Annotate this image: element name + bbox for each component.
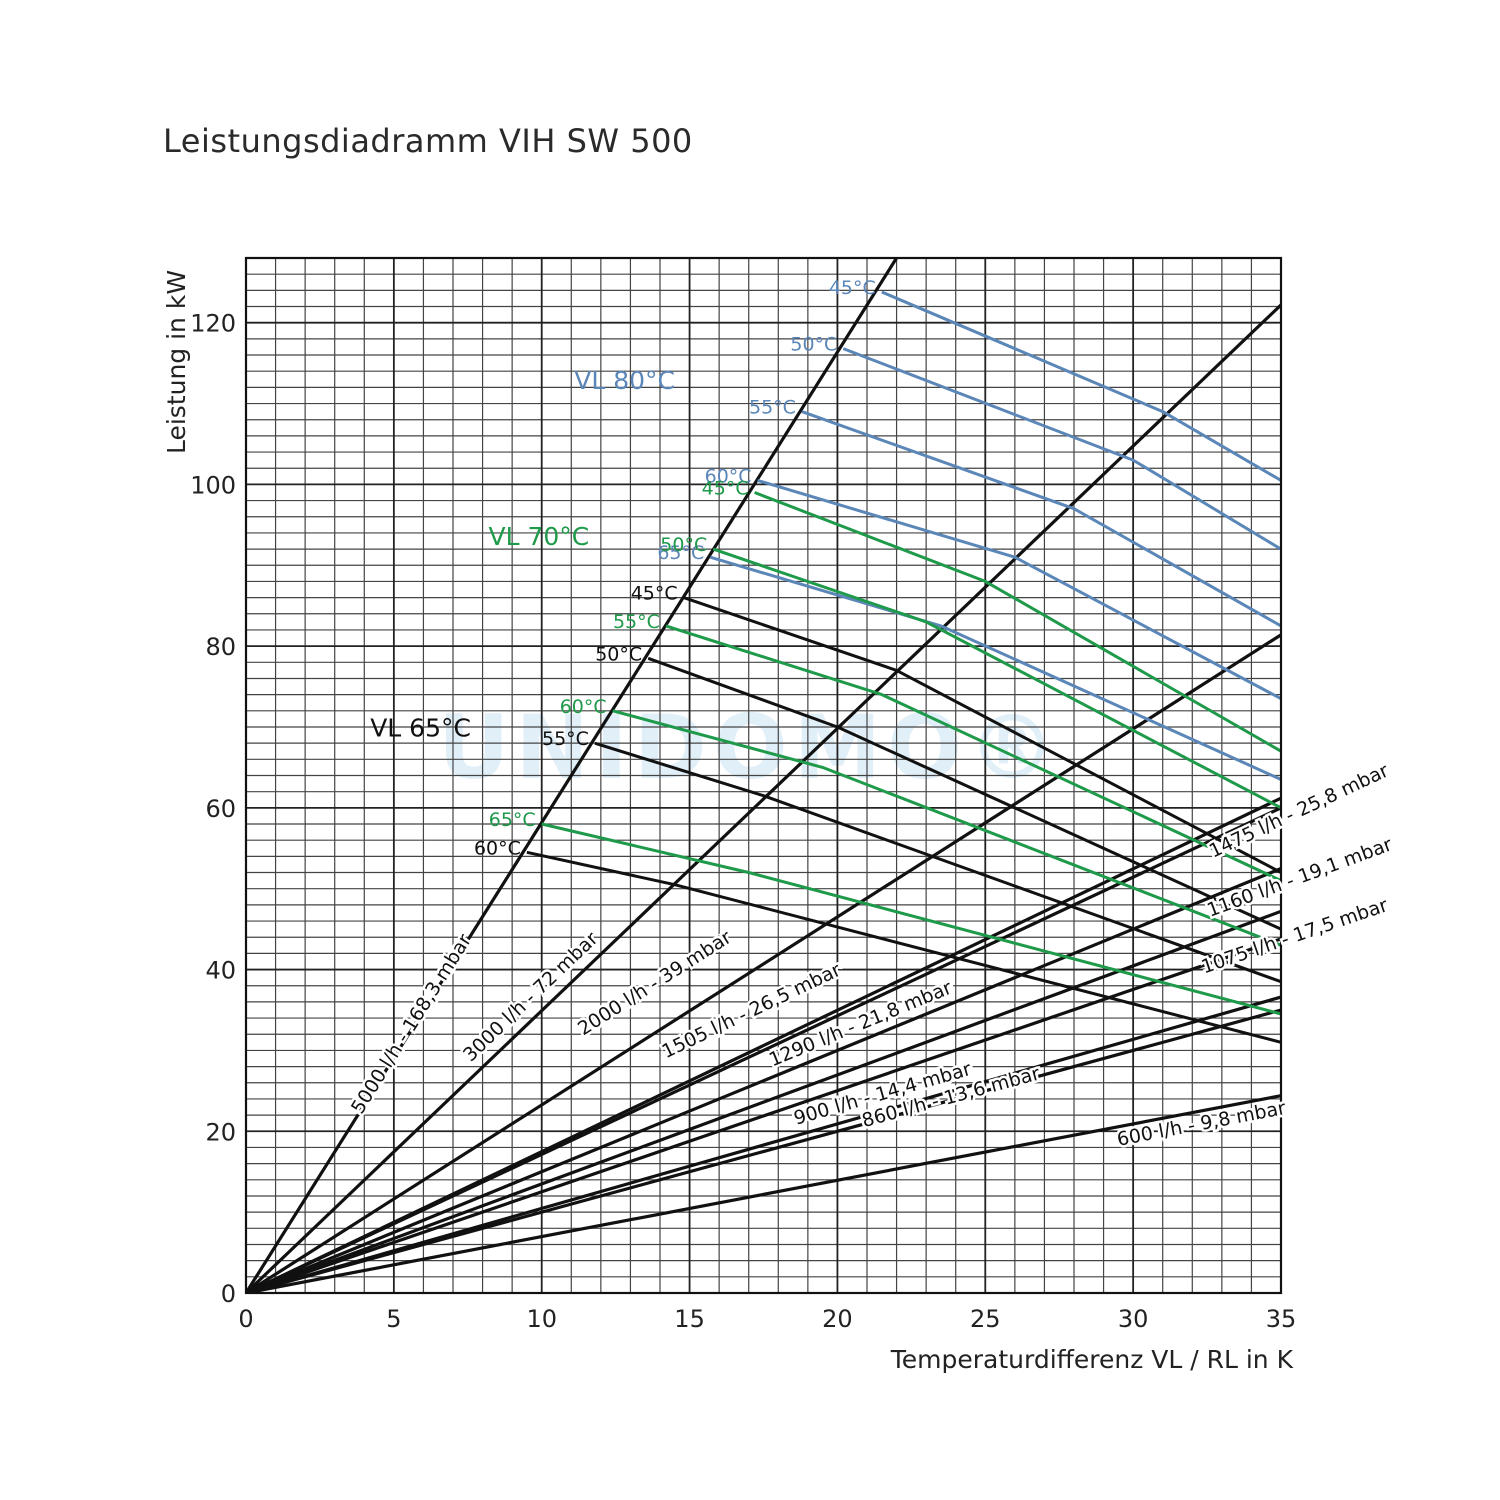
flow-line [246,303,1281,1293]
group-label: VL 70°C [488,522,589,551]
temperature-curves [526,290,1282,1044]
x-axis-label: Temperaturdifferenz VL / RL in K [890,1345,1294,1374]
plot-frame [244,256,1283,1295]
chart-title: Leistungsdiadramm VIH SW 500 [163,122,693,160]
temperature-curve [612,709,1282,947]
temperature-curve [709,555,1282,781]
temperature-curve [757,478,1282,701]
x-tick-label: 0 [238,1305,253,1333]
group-label: VL 80°C [574,366,675,395]
temperature-curve [754,491,1282,753]
temperature-curve [665,624,1282,882]
y-tick-label: 40 [205,957,236,985]
y-tick-label: 120 [190,310,236,338]
curve-label: 55°C [613,611,660,633]
x-tick-label: 10 [526,1305,557,1333]
curve-label: 50°C [790,334,837,356]
flow-line [246,909,1281,1293]
axes: 0 5 10 15 20 25 30 35 0 20 40 60 80 100 120 Temperaturd… [162,270,1296,1374]
flow-line-label: 3000 l/h - 72 mbar [459,928,603,1066]
curve-label: 45°C [702,477,749,499]
flow-line-label: 600 l/h - 9,8 mbar [1115,1097,1288,1151]
temperature-curve [541,822,1282,1016]
flow-line [246,867,1281,1293]
temperature-curve [712,547,1282,810]
temperature-curve [647,656,1282,931]
y-tick-label: 0 [221,1280,236,1308]
temperature-curve [842,347,1282,551]
temperature-curve [801,410,1282,628]
x-tick-label: 20 [822,1305,853,1333]
curve-label: 60°C [474,837,521,859]
temperature-curve [526,850,1282,1044]
y-tick-label: 60 [205,795,236,823]
flow-line [246,258,898,1293]
x-tick-label: 35 [1266,1305,1297,1333]
x-tick-label: 25 [970,1305,1001,1333]
y-tick-label: 20 [205,1118,236,1146]
curve-label: 50°C [660,534,707,556]
curve-label: 45°C [829,277,876,299]
y-axis-label: Leistung in kW [162,270,191,454]
curve-label: 55°C [542,728,589,750]
curve-label: 55°C [749,397,796,419]
flow-line [246,995,1281,1293]
curve-label: 65°C [489,809,536,831]
temperature-curve [881,290,1282,482]
y-tick-label: 100 [190,471,236,499]
temperature-curve [683,596,1282,874]
curve-label: 60°C [560,696,607,718]
y-tick-label: 80 [205,633,236,661]
x-tick-label: 30 [1118,1305,1149,1333]
curve-label: 60°C [705,465,752,487]
flow-lines [246,258,1281,1293]
group-label: VL 65°C [370,714,471,743]
flow-line [246,1094,1281,1293]
plot-border [244,256,1283,1295]
x-tick-label: 15 [674,1305,705,1333]
flow-line [246,633,1281,1293]
x-tick-label: 5 [386,1305,401,1333]
temperature-curve [594,741,1282,984]
flow-line [246,806,1281,1293]
curve-label: 65°C [657,542,704,564]
curve-label: 50°C [595,643,642,665]
flow-line [246,1008,1281,1293]
curve-label: 45°C [631,583,678,605]
